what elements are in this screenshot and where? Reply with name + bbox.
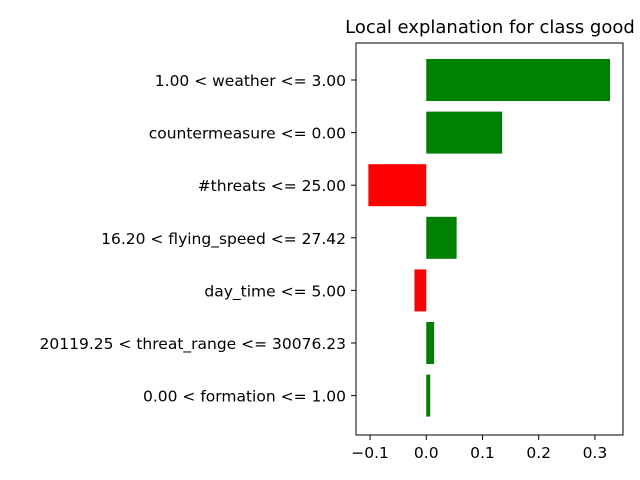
bar xyxy=(426,322,435,364)
x-tick-label: 0.2 xyxy=(526,444,551,462)
x-tick-label: −0.1 xyxy=(351,444,389,462)
chart-title: Local explanation for class good xyxy=(345,17,635,38)
x-axis-ticks: −0.1 0.0 0.1 0.2 0.3 xyxy=(351,435,607,462)
x-tick-label: 0.3 xyxy=(583,444,608,462)
category-label: 1.00 < weather <= 3.00 xyxy=(155,72,346,90)
bar xyxy=(368,164,427,207)
bar xyxy=(426,111,503,154)
bars-group xyxy=(368,59,611,417)
plot-frame xyxy=(355,42,624,436)
category-labels: 1.00 < weather <= 3.00 countermeasure <= … xyxy=(40,72,356,406)
category-label: countermeasure <= 0.00 xyxy=(149,125,346,143)
category-label: 20119.25 < threat_range <= 30076.23 xyxy=(40,335,346,354)
x-tick-label: 0.1 xyxy=(470,444,495,462)
category-label: 16.20 < flying_speed <= 27.42 xyxy=(101,230,346,249)
category-label: 0.00 < formation <= 1.00 xyxy=(143,388,346,406)
bar xyxy=(414,269,427,312)
bar xyxy=(426,216,457,259)
bar xyxy=(426,59,611,101)
category-label: day_time <= 5.00 xyxy=(204,282,346,301)
bar xyxy=(426,374,431,417)
x-tick-label: 0.0 xyxy=(414,444,439,462)
category-label: #threats <= 25.00 xyxy=(198,177,346,195)
